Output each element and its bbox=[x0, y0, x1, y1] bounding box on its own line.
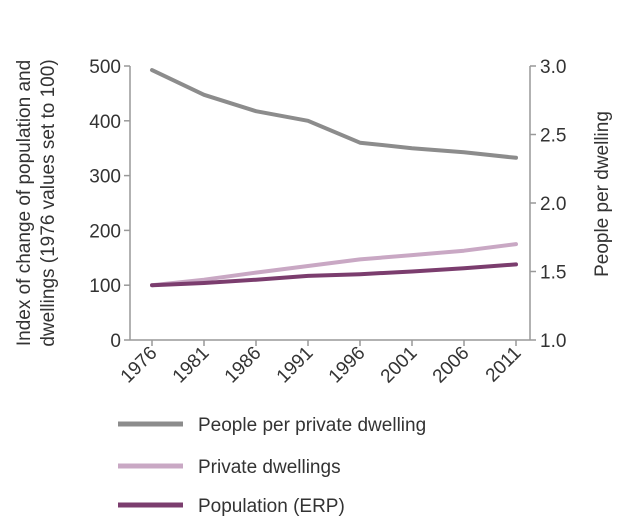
right-tick-label: 1.5 bbox=[540, 263, 566, 284]
left-tick-label: 200 bbox=[89, 221, 121, 242]
x-tick-label: 1981 bbox=[169, 343, 214, 388]
series-lines bbox=[150, 68, 518, 288]
left-tick-label: 300 bbox=[89, 167, 121, 188]
left-axis-title-line2: dwellings (1976 values set to 100) bbox=[38, 59, 59, 346]
series-line-2 bbox=[150, 262, 518, 288]
x-tick-label: 1986 bbox=[221, 343, 266, 388]
x-tick-label: 2001 bbox=[377, 343, 422, 388]
x-tick-label: 1996 bbox=[325, 343, 370, 388]
x-tick-label: 2006 bbox=[429, 343, 474, 388]
right-axis-title: People per dwelling bbox=[592, 111, 613, 277]
legend-label-0: People per private dwelling bbox=[198, 415, 426, 436]
right-tick-label: 1.0 bbox=[540, 331, 566, 352]
legend: People per private dwelling Private dwell… bbox=[118, 415, 426, 517]
x-tick-label: 1976 bbox=[117, 343, 162, 388]
right-tick-label: 3.0 bbox=[540, 57, 566, 78]
right-tick-label: 2.0 bbox=[540, 194, 566, 215]
left-tick-label: 100 bbox=[89, 276, 121, 297]
legend-label-1: Private dwellings bbox=[198, 457, 341, 478]
left-tick-label: 400 bbox=[89, 112, 121, 133]
left-tick-label: 0 bbox=[110, 331, 121, 352]
series-line-1 bbox=[150, 242, 518, 288]
left-axis-title: Index of change of population and dwellin… bbox=[14, 59, 59, 346]
series-line-0 bbox=[150, 68, 518, 160]
x-tick-label: 2011 bbox=[482, 343, 526, 387]
legend-label-2: Population (ERP) bbox=[198, 496, 345, 517]
x-tick-label: 1991 bbox=[273, 343, 318, 388]
right-tick-label: 2.5 bbox=[540, 126, 566, 147]
left-axis-title-line1: Index of change of population and bbox=[14, 60, 35, 346]
left-tick-label: 500 bbox=[89, 57, 121, 78]
